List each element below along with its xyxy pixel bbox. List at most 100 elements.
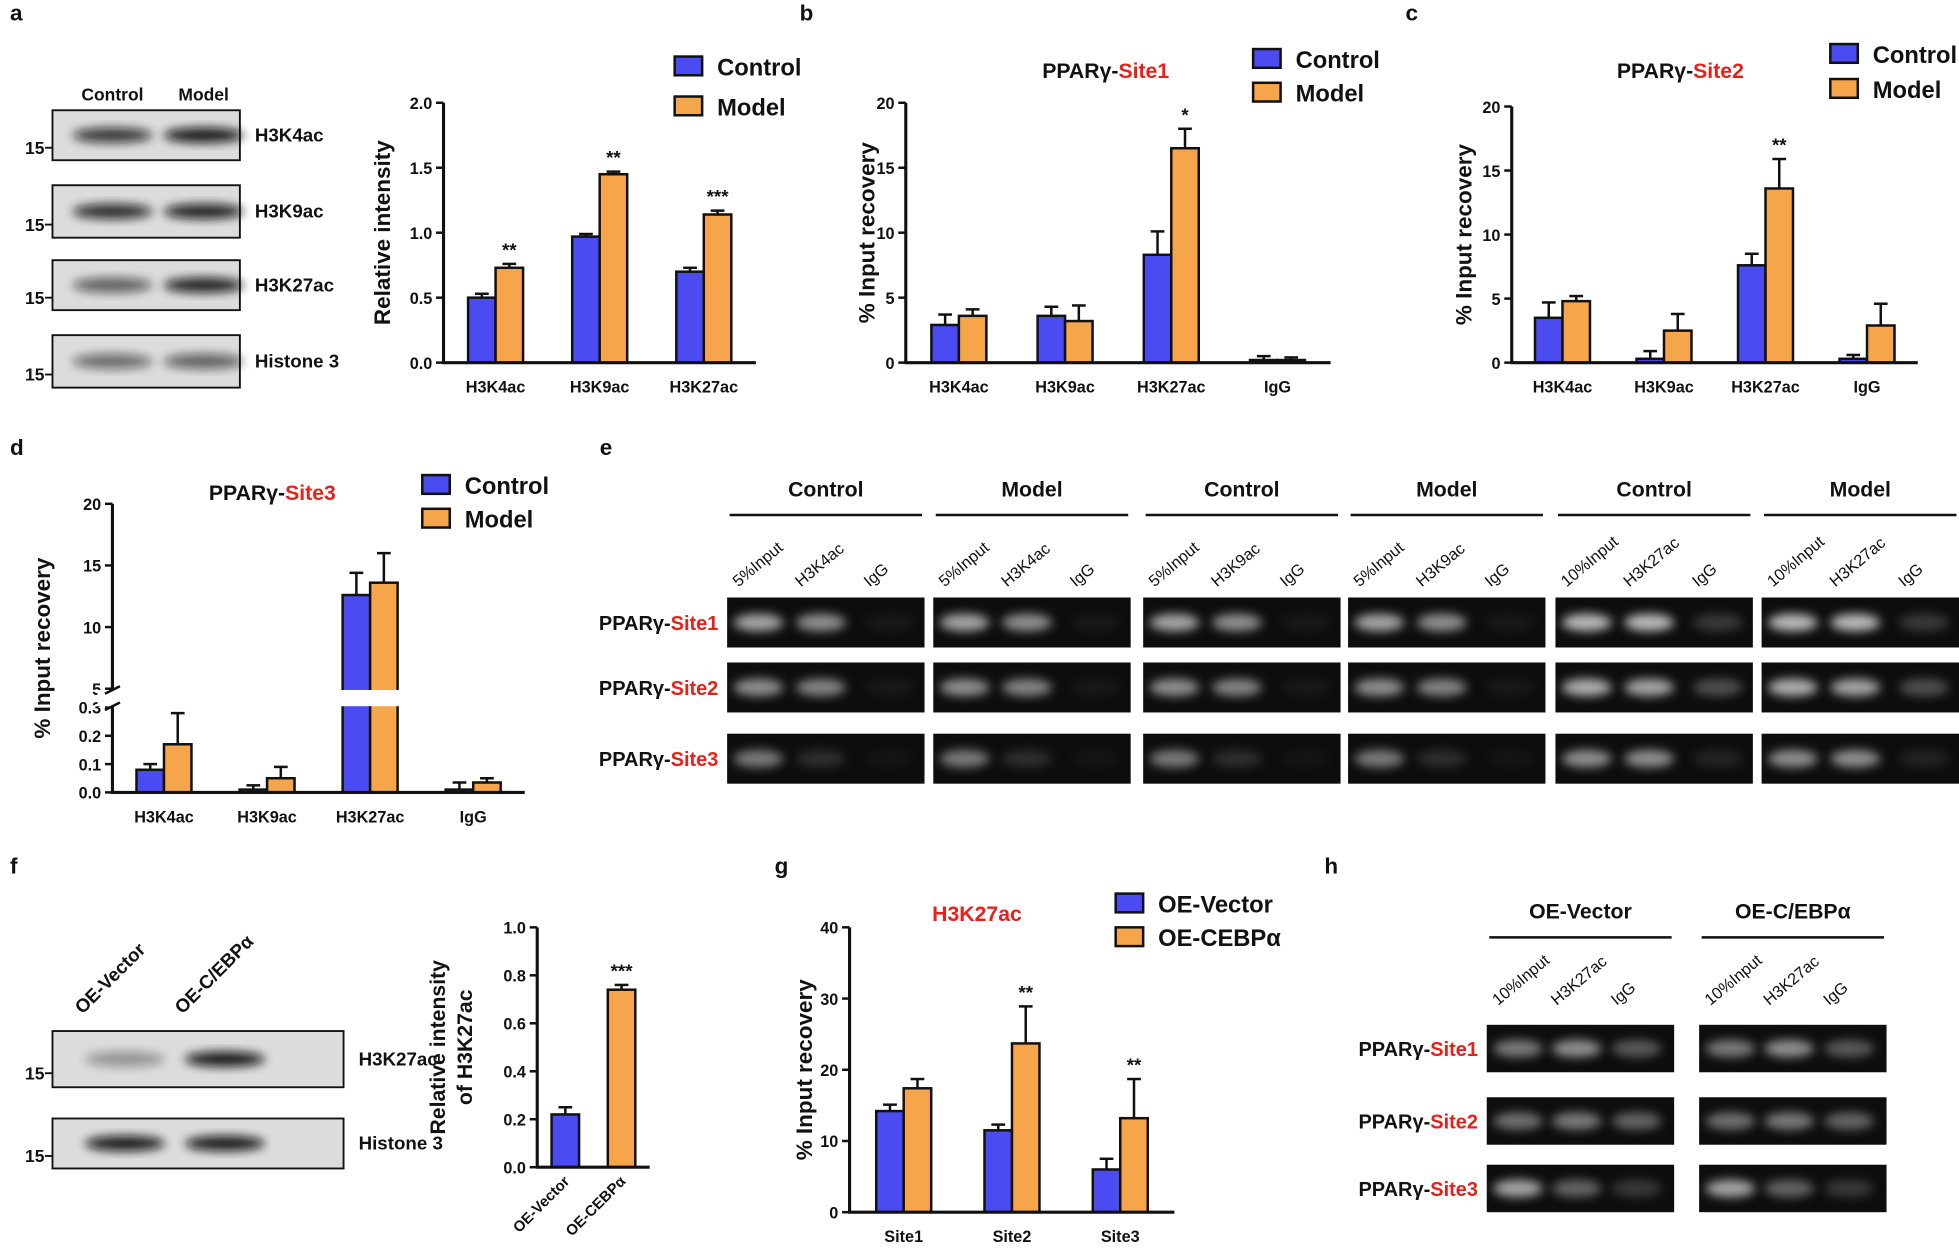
y-tick-label: 20 <box>820 1062 838 1080</box>
lane-label: IgG <box>1277 560 1309 591</box>
y-tick-label: 10 <box>820 1133 838 1151</box>
blot-band <box>163 353 244 369</box>
group-label: Model <box>1830 478 1891 501</box>
y-tick-label: 20 <box>83 496 101 514</box>
blot-band <box>1692 749 1743 768</box>
lane-label: 10%Input <box>1764 532 1828 590</box>
size-marker: 15 <box>25 1146 45 1166</box>
blot-band <box>1551 1179 1602 1198</box>
blot-band <box>1705 1179 1756 1198</box>
blot-band <box>184 1051 265 1067</box>
y-tick-label: 0.6 <box>503 1016 526 1034</box>
legend-swatch <box>1829 77 1860 100</box>
chart: 0 5 10 15 20 ** H3K4ac H3K9ac H3K27ac IgG % Input … <box>1452 43 1957 397</box>
title-prefix: PPARγ- <box>209 482 285 505</box>
panel-label: f <box>10 854 18 879</box>
chip-gel: OE-Vector10%InputH3K27acIgGOE-C/EBPα10%I… <box>1358 901 1887 1213</box>
bar <box>1764 187 1795 364</box>
blot-band <box>72 277 153 293</box>
break-mark <box>104 685 121 695</box>
legend-swatch <box>673 55 704 77</box>
blot-band <box>1830 678 1881 697</box>
blot-band <box>1705 1039 1756 1058</box>
blot-band <box>1149 613 1200 632</box>
title-highlight: Site1 <box>1118 60 1169 83</box>
group-label: Model <box>1416 478 1477 501</box>
lane-label: 5%Input <box>1350 538 1408 590</box>
row-label-prefix: PPARγ- <box>1358 1179 1430 1201</box>
blot-band <box>1070 678 1121 697</box>
significance-label: ** <box>1772 135 1787 156</box>
lane-label: OE-Vector <box>70 939 149 1018</box>
blot-band <box>1492 1112 1543 1130</box>
legend-label: Model <box>1296 82 1365 108</box>
row-label: PPARγ-Site3 <box>599 749 719 771</box>
axis-break <box>97 689 528 707</box>
lane-label: Model <box>178 84 229 104</box>
y-axis-label: Relative intensity <box>370 140 395 325</box>
y-tick-label: 0 <box>1491 355 1500 373</box>
blot-band <box>1211 613 1262 632</box>
lane-label: IgG <box>1608 979 1640 1010</box>
row-label-prefix: PPARγ- <box>599 678 671 700</box>
x-tick-label: H3K27ac <box>1731 379 1800 397</box>
row-label-site: Site3 <box>671 749 719 771</box>
blot-band <box>1624 613 1675 632</box>
y-axis-label: % Input recovery <box>792 979 817 1161</box>
y-tick-label: 0.5 <box>410 290 433 308</box>
y-axis-label: % Input recovery <box>1452 144 1477 326</box>
bar <box>466 296 497 364</box>
bar <box>1865 324 1896 364</box>
row-label: PPARγ-Site1 <box>599 613 719 635</box>
lane-label: OE-C/EBPα <box>170 930 257 1017</box>
significance-label: ** <box>1018 982 1033 1003</box>
panel-label: c <box>1406 0 1419 25</box>
blot-band <box>1824 1179 1875 1198</box>
x-tick-label: Site1 <box>884 1228 923 1246</box>
row-label-site: Site2 <box>1430 1111 1478 1133</box>
y-tick-label: 1.0 <box>503 920 526 938</box>
legend-swatch <box>1251 81 1282 103</box>
y-tick-label: 5 <box>886 290 895 308</box>
bar <box>1036 314 1067 364</box>
blot-band <box>1899 613 1950 632</box>
size-marker: 15 <box>25 138 45 158</box>
x-tick-label: H3K4ac <box>134 808 194 826</box>
blot-band <box>1001 749 1052 768</box>
y-tick-label: 15 <box>83 558 101 576</box>
blot-band <box>1149 749 1200 768</box>
y-tick-label: 0.3 <box>79 700 102 718</box>
bar <box>702 213 733 364</box>
significance-label: ** <box>606 147 621 168</box>
blot-band <box>1354 749 1405 768</box>
blot-band <box>1561 678 1612 697</box>
y-tick-label: 15 <box>876 160 894 178</box>
lane-label: IgG <box>1481 560 1513 591</box>
panel-label: g <box>775 854 789 879</box>
band-label: H3K27ac <box>255 274 334 295</box>
blot-band <box>1211 678 1262 697</box>
y-tick-label: 0.0 <box>79 785 102 803</box>
panel-label: h <box>1324 854 1338 879</box>
western-blot: Control Model H3K4ac 15 H3K9ac 15 H3K27ac 15 His… <box>25 84 339 389</box>
lane-label: 5%Input <box>936 538 994 590</box>
blot-band <box>1824 1112 1875 1130</box>
row-label-site: Site1 <box>671 613 719 635</box>
bar <box>1662 329 1693 364</box>
chart: 0.00.51.01.52.0*******H3K4ac H3K9ac H3K27a… <box>370 55 802 396</box>
blot-band <box>1830 749 1881 768</box>
y-axis-label: of H3K27ac <box>454 989 477 1105</box>
y-tick-label: 0 <box>886 355 895 373</box>
x-tick-label: H3K4ac <box>1533 379 1593 397</box>
group-label: Control <box>788 478 863 501</box>
y-axis-label: % Input recovery <box>30 557 55 739</box>
significance-label: *** <box>611 960 634 981</box>
blot-band <box>733 613 784 632</box>
blot-band <box>1416 749 1467 768</box>
y-tick-label: 2.0 <box>410 95 433 113</box>
x-tick-label: H3K27ac <box>670 379 739 397</box>
y-tick-label: 10 <box>1482 227 1500 245</box>
lane-label: Control <box>81 84 143 104</box>
